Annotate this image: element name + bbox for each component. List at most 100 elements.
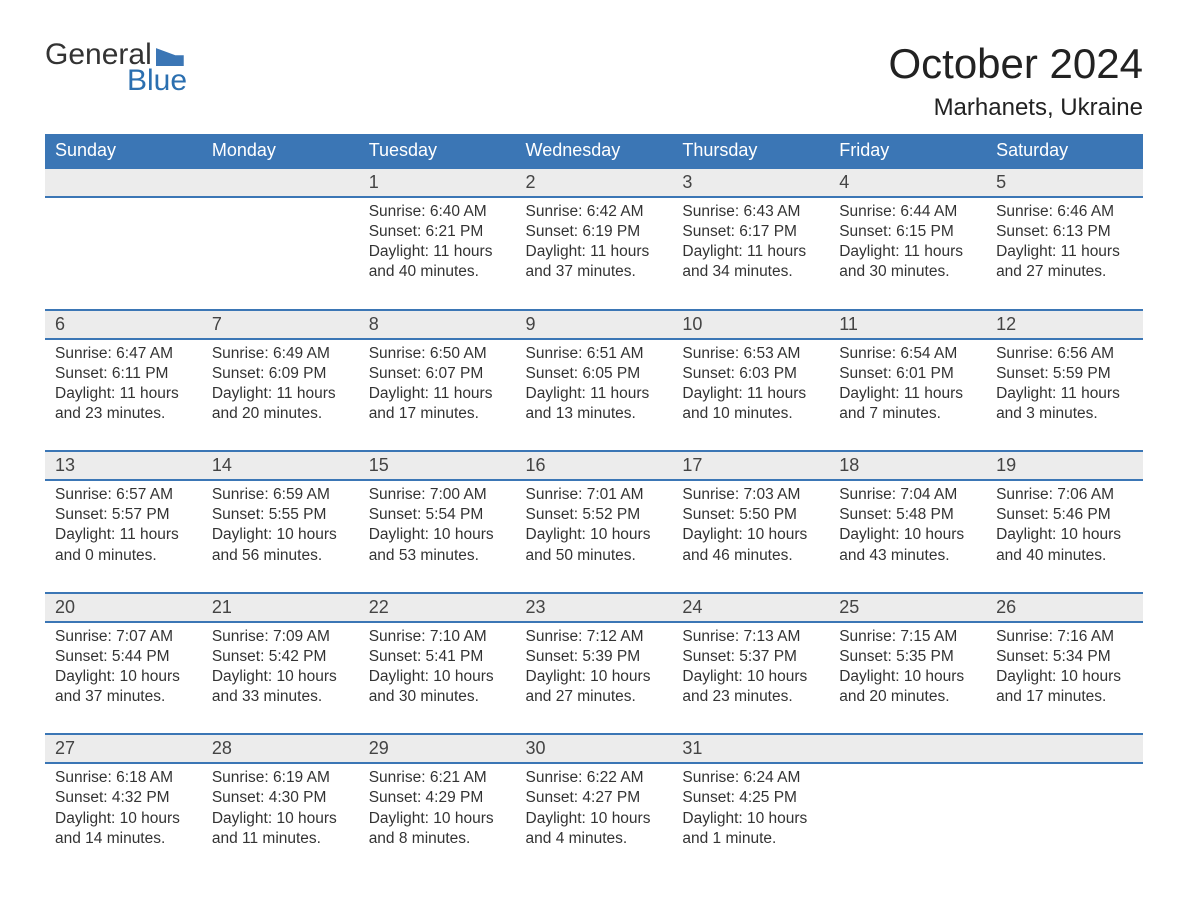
daylight-line: Daylight: 11 hours and 40 minutes. — [369, 242, 506, 282]
daylight-line: Daylight: 10 hours and 8 minutes. — [369, 809, 506, 849]
sunset-line: Sunset: 6:05 PM — [526, 364, 663, 384]
sunrise-line: Sunrise: 7:16 AM — [996, 627, 1133, 647]
sunrise-line: Sunrise: 6:47 AM — [55, 344, 192, 364]
sunrise-line: Sunrise: 6:57 AM — [55, 485, 192, 505]
day-number — [202, 169, 359, 175]
day-content: Sunrise: 6:22 AMSunset: 4:27 PMDaylight:… — [516, 764, 673, 875]
week-content-row: Sunrise: 6:18 AMSunset: 4:32 PMDaylight:… — [45, 763, 1143, 875]
daylight-line: Daylight: 11 hours and 13 minutes. — [526, 384, 663, 424]
day-content-cell: Sunrise: 7:01 AMSunset: 5:52 PMDaylight:… — [516, 480, 673, 593]
weekday-header: Friday — [829, 134, 986, 168]
day-number: 10 — [672, 311, 829, 338]
week-daynum-row: 13141516171819 — [45, 451, 1143, 480]
day-content-cell: Sunrise: 7:13 AMSunset: 5:37 PMDaylight:… — [672, 622, 829, 735]
day-number: 31 — [672, 735, 829, 762]
sunrise-line: Sunrise: 6:43 AM — [682, 202, 819, 222]
day-number: 26 — [986, 594, 1143, 621]
day-content: Sunrise: 7:03 AMSunset: 5:50 PMDaylight:… — [672, 481, 829, 592]
sunrise-line: Sunrise: 7:13 AM — [682, 627, 819, 647]
daylight-line: Daylight: 11 hours and 27 minutes. — [996, 242, 1133, 282]
day-content-cell: Sunrise: 6:46 AMSunset: 6:13 PMDaylight:… — [986, 197, 1143, 310]
day-content-cell: Sunrise: 7:12 AMSunset: 5:39 PMDaylight:… — [516, 622, 673, 735]
day-content: Sunrise: 6:57 AMSunset: 5:57 PMDaylight:… — [45, 481, 202, 592]
day-content: Sunrise: 6:42 AMSunset: 6:19 PMDaylight:… — [516, 198, 673, 309]
day-content-cell: Sunrise: 6:43 AMSunset: 6:17 PMDaylight:… — [672, 197, 829, 310]
week-content-row: Sunrise: 7:07 AMSunset: 5:44 PMDaylight:… — [45, 622, 1143, 735]
day-number-cell: 28 — [202, 734, 359, 763]
sunset-line: Sunset: 6:03 PM — [682, 364, 819, 384]
day-number: 7 — [202, 311, 359, 338]
daylight-line: Daylight: 10 hours and 27 minutes. — [526, 667, 663, 707]
week-content-row: Sunrise: 6:57 AMSunset: 5:57 PMDaylight:… — [45, 480, 1143, 593]
day-content — [45, 198, 202, 288]
day-content-cell: Sunrise: 6:24 AMSunset: 4:25 PMDaylight:… — [672, 763, 829, 875]
week-content-row: Sunrise: 6:47 AMSunset: 6:11 PMDaylight:… — [45, 339, 1143, 452]
day-content-cell: Sunrise: 7:10 AMSunset: 5:41 PMDaylight:… — [359, 622, 516, 735]
day-content: Sunrise: 7:07 AMSunset: 5:44 PMDaylight:… — [45, 623, 202, 734]
sunrise-line: Sunrise: 7:01 AM — [526, 485, 663, 505]
day-number-cell: 4 — [829, 168, 986, 197]
day-content: Sunrise: 6:19 AMSunset: 4:30 PMDaylight:… — [202, 764, 359, 875]
sunset-line: Sunset: 5:59 PM — [996, 364, 1133, 384]
day-content: Sunrise: 6:54 AMSunset: 6:01 PMDaylight:… — [829, 340, 986, 451]
day-number-cell: 15 — [359, 451, 516, 480]
day-content: Sunrise: 6:50 AMSunset: 6:07 PMDaylight:… — [359, 340, 516, 451]
day-content-cell: Sunrise: 6:57 AMSunset: 5:57 PMDaylight:… — [45, 480, 202, 593]
day-number: 24 — [672, 594, 829, 621]
sunset-line: Sunset: 4:27 PM — [526, 788, 663, 808]
day-content: Sunrise: 7:13 AMSunset: 5:37 PMDaylight:… — [672, 623, 829, 734]
day-content: Sunrise: 7:00 AMSunset: 5:54 PMDaylight:… — [359, 481, 516, 592]
sunrise-line: Sunrise: 6:46 AM — [996, 202, 1133, 222]
day-number: 4 — [829, 169, 986, 196]
sunrise-line: Sunrise: 6:56 AM — [996, 344, 1133, 364]
sunset-line: Sunset: 4:30 PM — [212, 788, 349, 808]
day-number-cell: 31 — [672, 734, 829, 763]
sunset-line: Sunset: 5:39 PM — [526, 647, 663, 667]
sunrise-line: Sunrise: 6:54 AM — [839, 344, 976, 364]
day-number-cell: 1 — [359, 168, 516, 197]
daylight-line: Daylight: 11 hours and 0 minutes. — [55, 525, 192, 565]
day-number-cell: 3 — [672, 168, 829, 197]
day-number-cell: 25 — [829, 593, 986, 622]
day-number: 21 — [202, 594, 359, 621]
daylight-line: Daylight: 11 hours and 17 minutes. — [369, 384, 506, 424]
day-content: Sunrise: 7:10 AMSunset: 5:41 PMDaylight:… — [359, 623, 516, 734]
sunrise-line: Sunrise: 6:19 AM — [212, 768, 349, 788]
day-number-cell: 8 — [359, 310, 516, 339]
day-content-cell: Sunrise: 6:44 AMSunset: 6:15 PMDaylight:… — [829, 197, 986, 310]
day-content: Sunrise: 6:51 AMSunset: 6:05 PMDaylight:… — [516, 340, 673, 451]
sunset-line: Sunset: 5:55 PM — [212, 505, 349, 525]
day-content — [829, 764, 986, 854]
sunset-line: Sunset: 5:37 PM — [682, 647, 819, 667]
location: Marhanets, Ukraine — [888, 94, 1143, 122]
day-number: 22 — [359, 594, 516, 621]
sunset-line: Sunset: 5:35 PM — [839, 647, 976, 667]
daylight-line: Daylight: 11 hours and 34 minutes. — [682, 242, 819, 282]
day-number-cell: 17 — [672, 451, 829, 480]
week-daynum-row: 20212223242526 — [45, 593, 1143, 622]
day-content: Sunrise: 7:01 AMSunset: 5:52 PMDaylight:… — [516, 481, 673, 592]
day-number-cell — [202, 168, 359, 197]
sunrise-line: Sunrise: 6:59 AM — [212, 485, 349, 505]
week-daynum-row: 2728293031 — [45, 734, 1143, 763]
sunrise-line: Sunrise: 7:12 AM — [526, 627, 663, 647]
day-content-cell: Sunrise: 6:18 AMSunset: 4:32 PMDaylight:… — [45, 763, 202, 875]
daylight-line: Daylight: 11 hours and 3 minutes. — [996, 384, 1133, 424]
day-number: 20 — [45, 594, 202, 621]
daylight-line: Daylight: 11 hours and 10 minutes. — [682, 384, 819, 424]
day-content-cell: Sunrise: 6:49 AMSunset: 6:09 PMDaylight:… — [202, 339, 359, 452]
day-number: 19 — [986, 452, 1143, 479]
day-number-cell: 13 — [45, 451, 202, 480]
daylight-line: Daylight: 10 hours and 40 minutes. — [996, 525, 1133, 565]
sunrise-line: Sunrise: 6:18 AM — [55, 768, 192, 788]
daylight-line: Daylight: 10 hours and 37 minutes. — [55, 667, 192, 707]
day-content: Sunrise: 6:18 AMSunset: 4:32 PMDaylight:… — [45, 764, 202, 875]
day-content: Sunrise: 7:09 AMSunset: 5:42 PMDaylight:… — [202, 623, 359, 734]
day-number: 29 — [359, 735, 516, 762]
weekday-header-row: SundayMondayTuesdayWednesdayThursdayFrid… — [45, 134, 1143, 168]
sunset-line: Sunset: 6:17 PM — [682, 222, 819, 242]
sunset-line: Sunset: 6:15 PM — [839, 222, 976, 242]
day-number-cell: 24 — [672, 593, 829, 622]
day-number-cell: 5 — [986, 168, 1143, 197]
sunrise-line: Sunrise: 6:49 AM — [212, 344, 349, 364]
